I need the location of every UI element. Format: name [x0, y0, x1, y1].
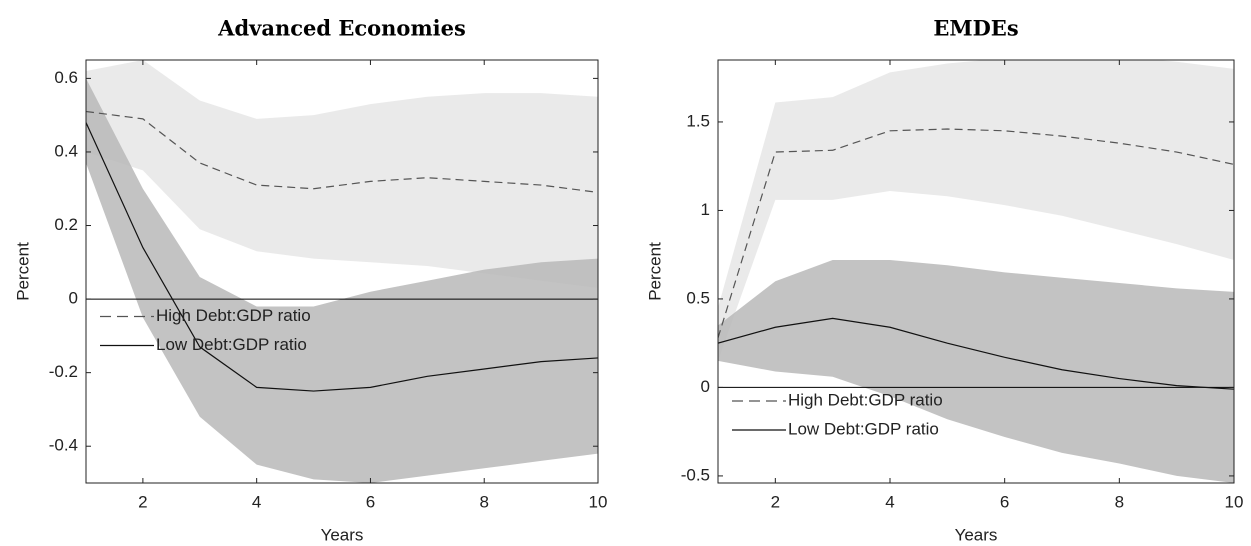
- y-tick-label: 1.5: [686, 111, 710, 130]
- y-axis-label: Percent: [645, 242, 664, 301]
- x-tick-label: 10: [1225, 492, 1244, 511]
- y-tick-label: 0.2: [54, 215, 78, 234]
- chart-title: EMDEs: [933, 16, 1018, 41]
- confidence-band: [86, 60, 598, 289]
- x-tick-label: 8: [479, 492, 488, 511]
- x-tick-label: 8: [1115, 492, 1124, 511]
- x-tick-label: 4: [252, 492, 261, 511]
- x-axis-label: Years: [955, 525, 998, 544]
- x-axis-label: Years: [321, 525, 364, 544]
- confidence-band: [86, 78, 598, 483]
- y-tick-label: 1: [701, 200, 710, 219]
- series-line: [86, 110, 598, 194]
- y-tick-label: 0.4: [54, 141, 78, 160]
- axes-frame: [717, 59, 1235, 484]
- y-tick-label: 0.6: [54, 68, 78, 87]
- confidence-band: [718, 60, 1234, 361]
- x-tick-label: 10: [589, 492, 608, 511]
- series-line: [86, 122, 598, 392]
- y-axis-label: Percent: [13, 242, 32, 301]
- series-line: [718, 128, 1234, 339]
- plot-area: [86, 60, 598, 483]
- y-tick-label: -0.5: [681, 465, 710, 484]
- legend-label: Low Debt:GDP ratio: [788, 419, 939, 438]
- y-tick-label: 0.5: [686, 288, 710, 307]
- y-tick-label: 0: [69, 289, 78, 308]
- y-tick-label: -0.4: [49, 436, 78, 455]
- series-line: [718, 317, 1234, 390]
- legend-label: High Debt:GDP ratio: [788, 390, 943, 409]
- y-tick-label: -0.2: [49, 362, 78, 381]
- axes-frame: [85, 59, 599, 484]
- chart-title: Advanced Economies: [217, 16, 466, 41]
- subplot: 2 4 6 8 10 -0.5 0 0.5 1 1.5 EMDEs Years Percent High …: [645, 16, 1243, 545]
- legend-label: Low Debt:GDP ratio: [156, 335, 307, 354]
- plot-area: [718, 60, 1234, 483]
- y-tick-label: 0: [701, 377, 710, 396]
- x-tick-label: 6: [1000, 492, 1009, 511]
- x-tick-label: 4: [885, 492, 894, 511]
- x-tick-label: 2: [138, 492, 147, 511]
- x-tick-label: 6: [366, 492, 375, 511]
- x-tick-label: 2: [771, 492, 780, 511]
- legend-label: High Debt:GDP ratio: [156, 306, 311, 325]
- subplot: 2 4 6 8 10 -0.4 -0.2 0 0.2 0.4 0.6 Advanced Economi…: [13, 16, 607, 545]
- confidence-band: [718, 259, 1234, 483]
